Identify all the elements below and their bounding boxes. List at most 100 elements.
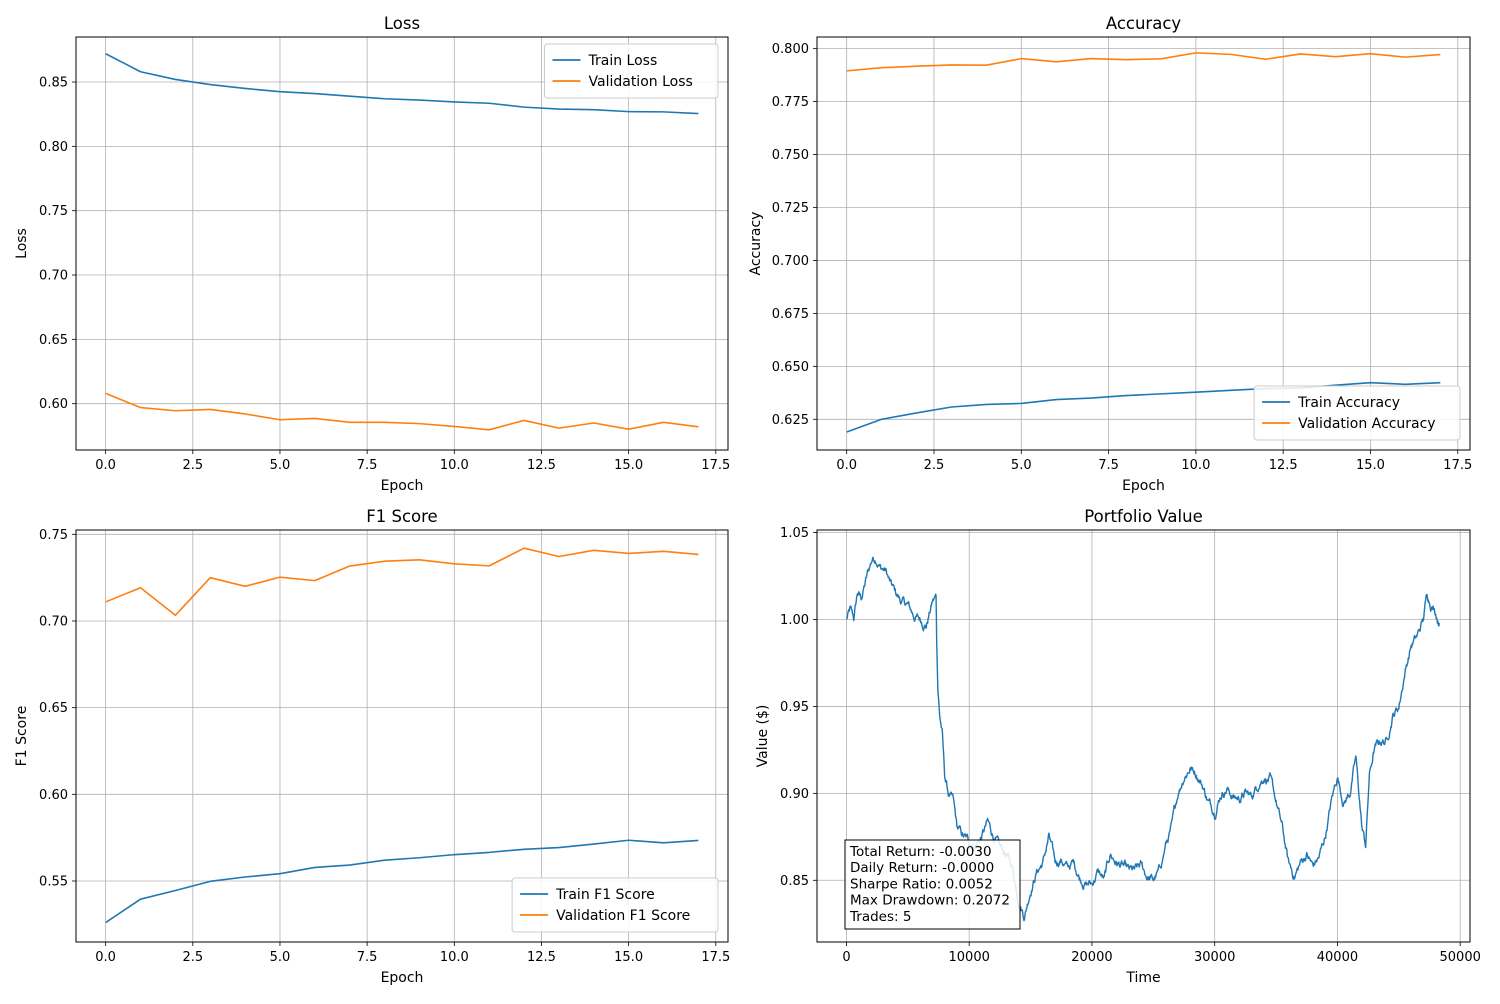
legend: Train Accuracy Validation Accuracy [1253, 385, 1461, 441]
series-line-validation-f1-score [105, 547, 699, 617]
legend-label: Train F1 Score [555, 887, 655, 903]
chart-title: Accuracy [1106, 14, 1182, 33]
y-tick-label: 1.05 [780, 526, 809, 541]
plot-frame [75, 36, 729, 451]
stats-box [844, 839, 1021, 930]
x-tick-label: 15.0 [614, 458, 643, 473]
x-tick-label: 15.0 [1356, 458, 1385, 473]
accuracy-chart: 0.0 2.5 5.0 7.5 10.0 12.5 15.0 17.5 0.625 0.650 0.… [748, 14, 1472, 494]
x-tick-label: 2.5 [924, 458, 945, 473]
x-tick-label: 10000 [949, 950, 990, 965]
legend-label: Train Loss [588, 53, 658, 69]
y-tick-label: 0.60 [39, 397, 68, 412]
y-tick-label: 0.60 [39, 788, 68, 803]
series-line-portfolio-value [846, 556, 1441, 922]
x-tick-label: 0 [842, 950, 850, 965]
x-tick-label: 15.0 [614, 950, 643, 965]
x-tick-label: 10.0 [440, 458, 469, 473]
stats-line: Total Return: -0.0030 [849, 844, 992, 860]
y-tick-label: 0.725 [772, 201, 809, 216]
legend-label: Validation F1 Score [556, 908, 690, 924]
y-tick-label: 0.80 [39, 140, 68, 155]
x-tick-label: 10.0 [1181, 458, 1210, 473]
y-tick-label: 0.55 [39, 874, 68, 889]
y-tick-label: 0.65 [39, 701, 68, 716]
legend-box [544, 43, 719, 99]
chart-title: F1 Score [366, 507, 437, 526]
x-tick-label: 7.5 [1098, 458, 1119, 473]
y-tick-label: 0.75 [39, 204, 68, 219]
plot-frame [816, 529, 1471, 943]
x-tick-label: 10.0 [440, 950, 469, 965]
plot-frame [75, 529, 729, 943]
x-tick-label: 40000 [1317, 950, 1358, 965]
y-tick-label: 0.85 [780, 874, 809, 889]
stats-line: Max Drawdown: 0.2072 [850, 893, 1010, 909]
y-tick-label: 0.75 [39, 528, 68, 543]
x-tick-label: 0.0 [836, 458, 857, 473]
y-tick-label: 0.775 [772, 95, 809, 110]
x-tick-label: 50000 [1440, 950, 1481, 965]
y-tick-label: 0.95 [780, 700, 809, 715]
portfolio-value-chart: 0 10000 20000 30000 40000 50000 0.85 0.90 0.95 1.… [755, 507, 1481, 986]
legend-label: Train Accuracy [1297, 395, 1400, 411]
stats-line: Daily Return: -0.0000 [850, 860, 994, 876]
x-axis-label: Epoch [381, 970, 424, 986]
series-line-validation-accuracy [846, 52, 1441, 72]
x-tick-label: 12.5 [527, 950, 556, 965]
stats-line: Trades: 5 [849, 909, 911, 925]
legend-box [1253, 385, 1461, 441]
legend-label: Validation Loss [589, 74, 693, 90]
y-axis-label: Loss [14, 228, 30, 259]
x-tick-label: 5.0 [270, 950, 291, 965]
y-tick-label: 0.675 [772, 307, 809, 322]
y-tick-label: 1.00 [780, 613, 809, 628]
x-tick-label: 17.5 [1443, 458, 1472, 473]
y-tick-label: 0.625 [772, 413, 809, 428]
series-line-train-f1-score [105, 839, 699, 924]
series-line-train-accuracy [846, 381, 1441, 433]
y-axis-label: Accuracy [748, 212, 764, 276]
y-tick-label: 0.70 [39, 614, 68, 629]
x-tick-label: 20000 [1071, 950, 1112, 965]
x-tick-label: 2.5 [182, 950, 203, 965]
x-axis-label: Time [1125, 970, 1160, 986]
x-tick-label: 30000 [1194, 950, 1235, 965]
x-axis-label: Epoch [1122, 478, 1165, 494]
x-tick-label: 7.5 [357, 950, 378, 965]
y-tick-label: 0.650 [772, 360, 809, 375]
y-tick-label: 0.85 [39, 76, 68, 91]
x-tick-label: 0.0 [95, 458, 116, 473]
chart-title: Portfolio Value [1084, 507, 1202, 526]
series-line-train-loss [105, 53, 699, 115]
legend: Train F1 Score Validation F1 Score [511, 877, 719, 933]
y-axis-label: F1 Score [14, 706, 30, 767]
x-tick-label: 17.5 [701, 458, 730, 473]
x-axis-label: Epoch [381, 478, 424, 494]
y-tick-label: 0.700 [772, 254, 809, 269]
y-tick-label: 0.70 [39, 269, 68, 284]
x-tick-label: 12.5 [527, 458, 556, 473]
x-tick-label: 17.5 [701, 950, 730, 965]
y-tick-label: 0.800 [772, 42, 809, 57]
legend-box [511, 877, 719, 933]
chart-title: Loss [384, 14, 420, 33]
x-tick-label: 2.5 [182, 458, 203, 473]
series-line-validation-loss [105, 392, 699, 431]
x-tick-label: 5.0 [1011, 458, 1032, 473]
x-tick-label: 7.5 [357, 458, 378, 473]
loss-chart: 0.0 2.5 5.0 7.5 10.0 12.5 15.0 17.5 0.60 0.65 0.70… [14, 14, 730, 494]
legend: Train Loss Validation Loss [544, 43, 719, 99]
f1-score-chart: 0.0 2.5 5.0 7.5 10.0 12.5 15.0 17.5 0.55 0.60 0.65… [14, 507, 730, 986]
y-axis-label: Value ($) [755, 705, 771, 768]
legend-label: Validation Accuracy [1298, 416, 1436, 432]
stats-line: Sharpe Ratio: 0.0052 [850, 876, 993, 892]
x-tick-label: 5.0 [270, 458, 291, 473]
y-tick-label: 0.750 [772, 148, 809, 163]
plot-frame [816, 36, 1471, 451]
y-tick-label: 0.65 [39, 333, 68, 348]
y-tick-label: 0.90 [780, 787, 809, 802]
x-tick-label: 0.0 [95, 950, 116, 965]
